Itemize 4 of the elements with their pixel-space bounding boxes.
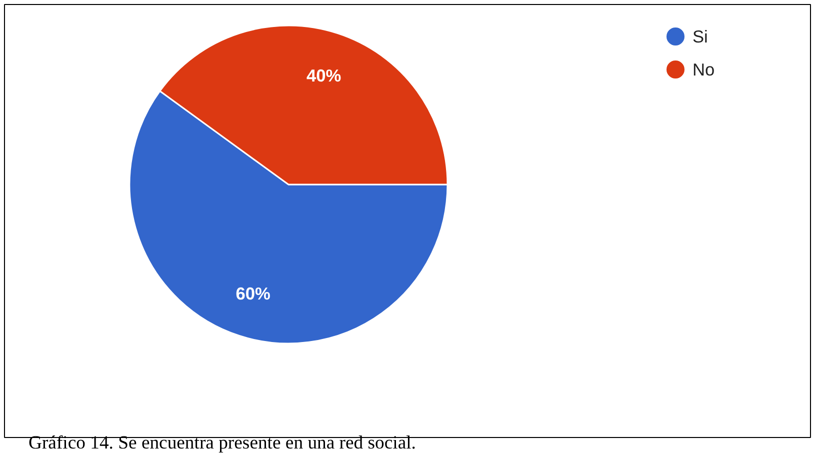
data-label: 40% [306,66,342,86]
legend-label: No [692,60,715,80]
data-label: 60% [236,283,270,304]
legend-label: Si [692,26,708,46]
